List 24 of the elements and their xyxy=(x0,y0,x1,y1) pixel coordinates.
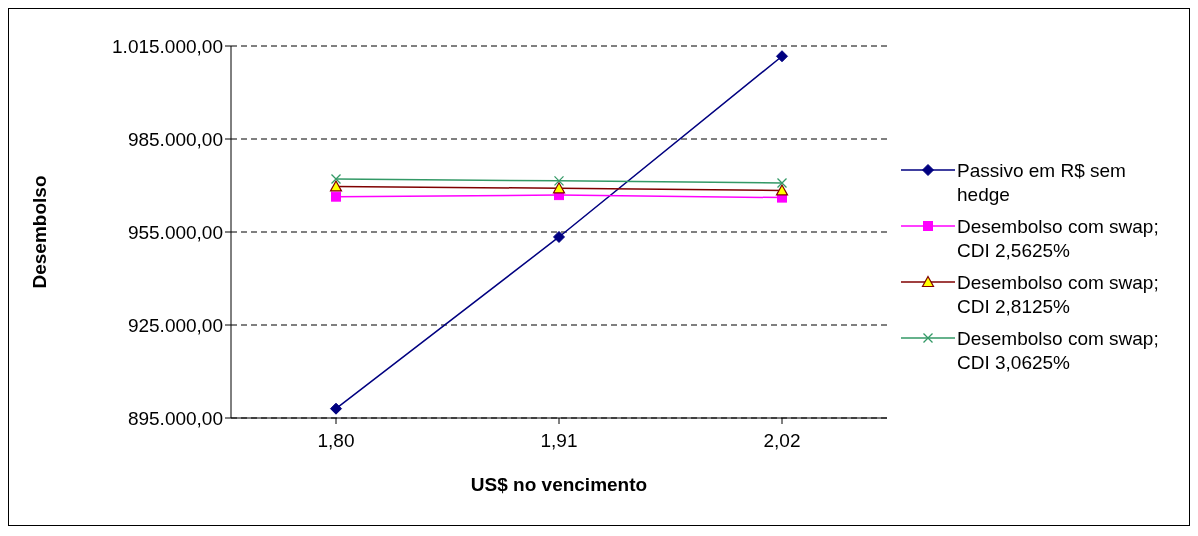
x-tick-label: 2,02 xyxy=(763,430,801,452)
y-axis-title: Desembolso xyxy=(28,175,50,289)
y-tick-label: 985.000,00 xyxy=(127,128,223,150)
y-tick-label: 895.000,00 xyxy=(127,407,223,429)
legend-label: Desembolso com swap; CDI 3,0625% xyxy=(957,327,1160,375)
legend-label: Desembolso com swap; CDI 2,5625% xyxy=(957,215,1160,263)
point xyxy=(552,182,566,194)
point xyxy=(330,402,342,415)
point xyxy=(553,230,565,243)
x-tick-label: 1,80 xyxy=(317,430,355,452)
y-tick-label: 955.000,00 xyxy=(127,221,223,243)
point xyxy=(776,50,788,63)
legend-label: Desembolso com swap; CDI 2,8125% xyxy=(957,271,1160,319)
point xyxy=(330,173,342,185)
legend-label: Passivo em R$ sem hedge xyxy=(957,159,1127,207)
point xyxy=(331,191,341,202)
point xyxy=(775,184,789,196)
point xyxy=(776,177,788,189)
point xyxy=(553,175,565,186)
x-tick-label: 1,91 xyxy=(540,430,578,452)
y-tick-label: 925.000,00 xyxy=(127,314,223,336)
point xyxy=(329,180,343,192)
y-tick-label: 1.015.000,00 xyxy=(112,35,223,57)
x-axis-title: US$ no vencimento xyxy=(470,474,648,495)
